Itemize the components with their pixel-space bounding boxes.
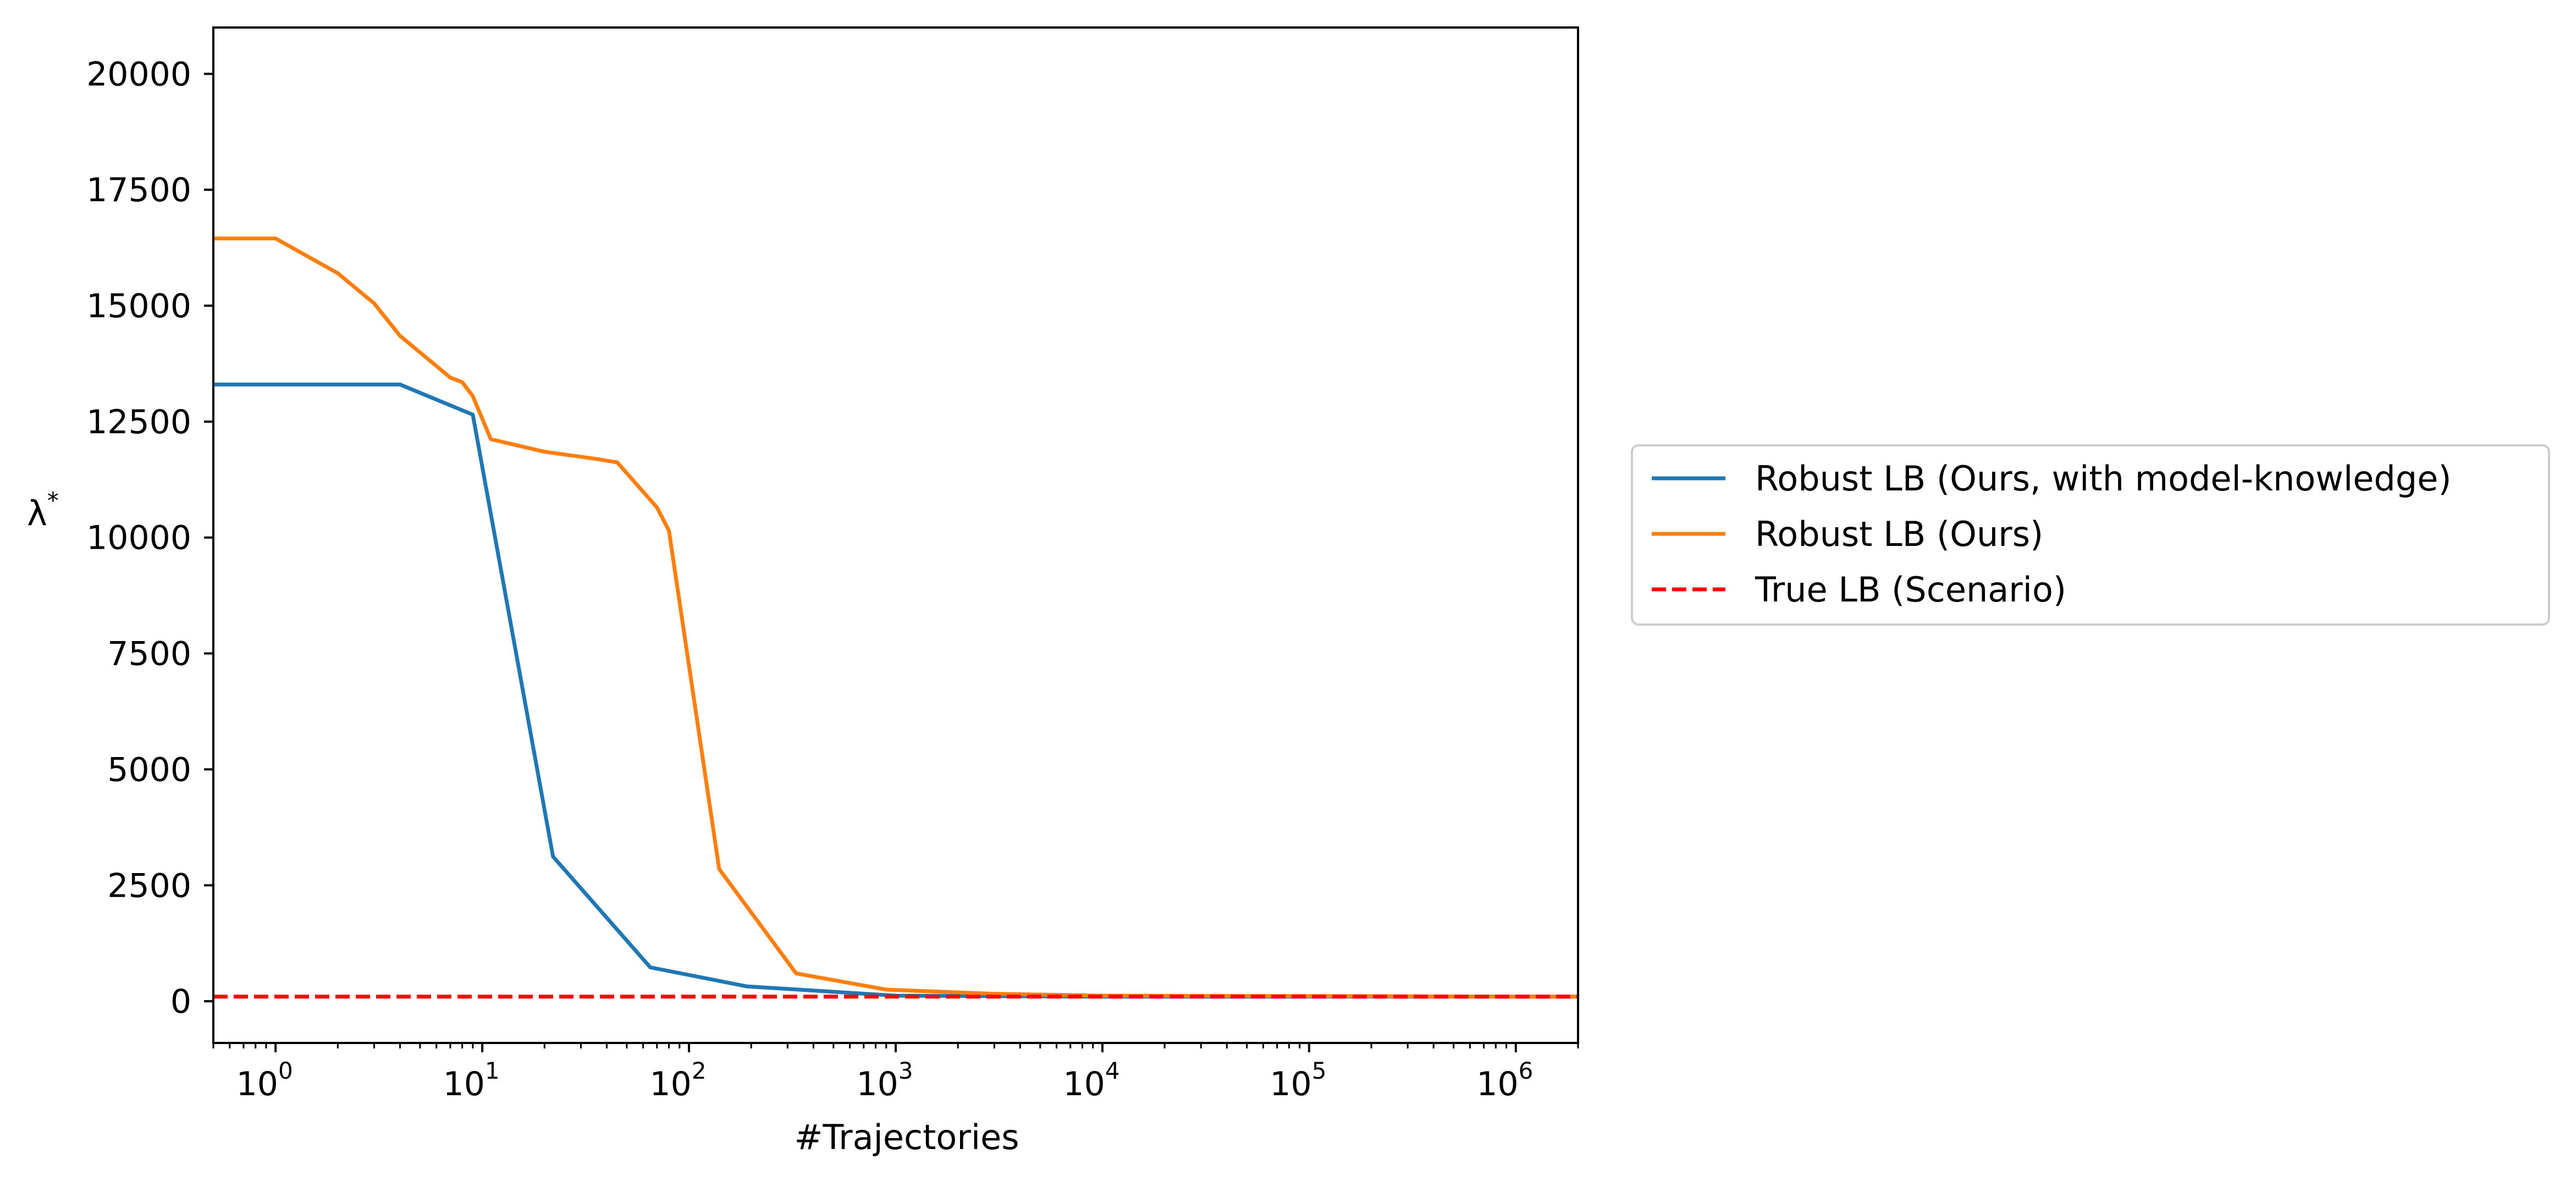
y-axis: 0 2500 5000 7500 10000 12500 15000 17500 20000	[86, 55, 213, 1021]
x-axis-label: #Trajectories	[794, 1117, 1019, 1157]
x-axis: 100 101 102 103 104 105 106	[212, 1043, 1579, 1103]
y-axis-label-base: λ	[27, 493, 47, 533]
x-tick-label: 104	[1063, 1057, 1119, 1103]
x-tick-label: 102	[650, 1057, 707, 1103]
series-line-2	[213, 236, 1578, 999]
y-tick-label: 5000	[107, 750, 191, 789]
y-axis-label-superscript: *	[47, 487, 59, 514]
x-tick-label-base: 10	[1476, 1065, 1518, 1103]
x-tick-label: 100	[236, 1057, 293, 1103]
x-tick-label-base: 10	[650, 1065, 692, 1103]
x-tick-label: 105	[1270, 1057, 1326, 1103]
legend: Robust LB (Ours, with model-knowledge) Ro…	[1631, 444, 2550, 626]
y-tick-label: 0	[170, 982, 191, 1021]
y-tick-label: 17500	[86, 171, 191, 209]
x-tick-label-exponent: 6	[1519, 1057, 1534, 1084]
y-tick-label: 2500	[107, 866, 191, 905]
x-tick-label: 101	[443, 1057, 500, 1103]
legend-label-2: Robust LB (Ours)	[1755, 514, 2043, 554]
y-tick-label: 10000	[86, 519, 191, 557]
y-axis-label: λ*	[27, 487, 59, 533]
series-line-1	[213, 382, 1578, 999]
x-tick-label-base: 10	[1270, 1065, 1311, 1103]
legend-box	[1631, 444, 2550, 626]
y-tick-label: 7500	[107, 635, 191, 673]
x-tick-label-exponent: 2	[692, 1057, 707, 1084]
x-tick-label-base: 10	[856, 1065, 898, 1103]
x-tick-label: 106	[1476, 1057, 1533, 1103]
y-tick-label: 12500	[86, 403, 191, 441]
legend-label-3: True LB (Scenario)	[1755, 570, 2066, 610]
x-tick-label-exponent: 4	[1105, 1057, 1120, 1084]
x-tick-label: 103	[856, 1057, 913, 1103]
x-tick-label-base: 10	[443, 1065, 485, 1103]
x-tick-label-exponent: 5	[1312, 1057, 1327, 1084]
legend-label-1: Robust LB (Ours, with model-knowledge)	[1755, 459, 2451, 499]
y-tick-label: 15000	[86, 287, 191, 325]
y-tick-label: 20000	[86, 55, 191, 93]
plot-area	[213, 236, 1578, 999]
plot-frame	[212, 26, 1579, 1044]
x-tick-label-base: 10	[236, 1065, 278, 1103]
x-tick-label-exponent: 1	[485, 1057, 500, 1084]
x-tick-label-base: 10	[1063, 1065, 1105, 1103]
x-tick-label-exponent: 0	[278, 1057, 293, 1084]
x-tick-label-exponent: 3	[898, 1057, 913, 1084]
